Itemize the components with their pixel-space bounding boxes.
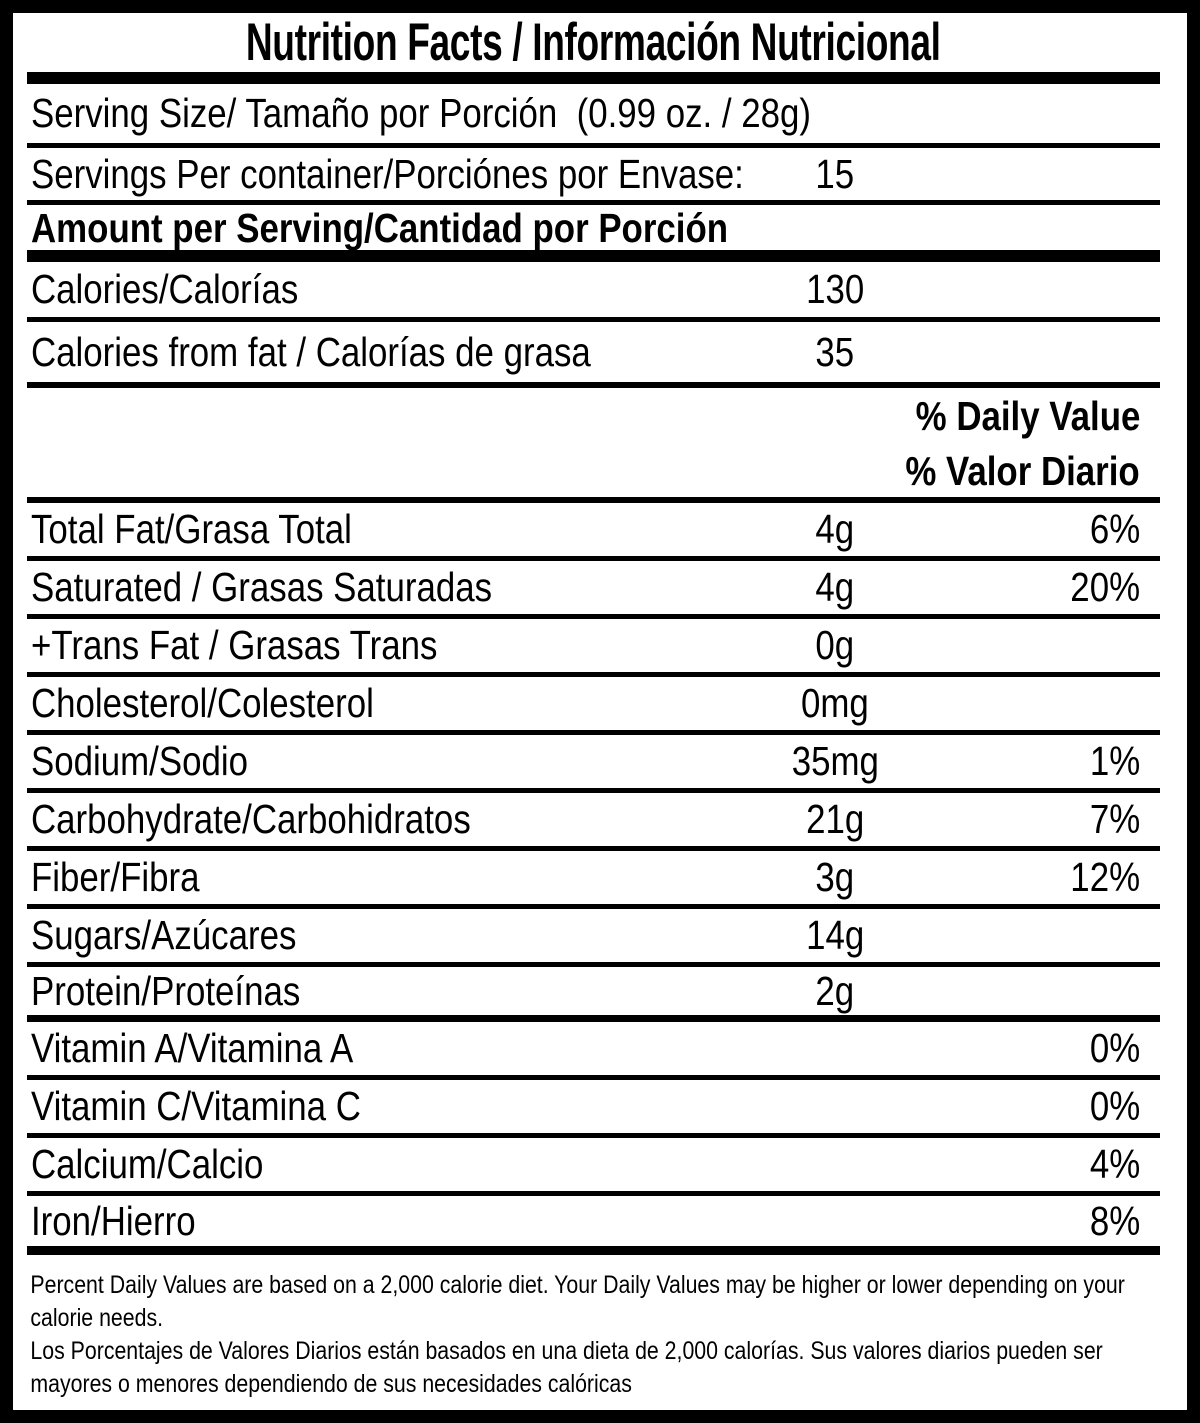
servings-per-container-label: Servings Per container/Porciónes por Env…: [31, 150, 744, 197]
nutrient-dv: 0%: [1089, 1083, 1140, 1129]
nutrient-dv: 12%: [1070, 854, 1140, 900]
nutrient-label: Calcium/Calcio: [31, 1141, 264, 1187]
nutrient-label: Cholesterol/Colesterol: [31, 680, 374, 726]
footnote-block: Percent Daily Values are based on a 2,00…: [27, 1255, 1160, 1401]
nutrient-label: Carbohydrate/Carbohidratos: [31, 796, 471, 842]
nutrient-amount: 4g: [815, 564, 855, 610]
nutrient-label: Protein/Proteínas: [31, 967, 301, 1014]
nutrient-amount: 0mg: [801, 680, 869, 726]
daily-value-header-en: % Daily Value: [915, 393, 1140, 439]
calories-from-fat-label: Calories from fat / Calorías de grasa: [31, 328, 591, 375]
row-amount-per-serving: Amount per Serving/Cantidad por Porción: [27, 205, 1160, 262]
row-vitamin-c: Vitamin C/Vitamina C 0%: [27, 1080, 1160, 1138]
nutrient-amount: 21g: [805, 796, 865, 842]
nutrient-dv: 0%: [1089, 1025, 1140, 1071]
row-total-fat: Total Fat/Grasa Total 4g 6%: [27, 503, 1160, 561]
nutrient-amount: 35mg: [791, 738, 879, 784]
row-sodium: Sodium/Sodio 35mg 1%: [27, 735, 1160, 793]
nutrient-label: Sodium/Sodio: [31, 738, 248, 784]
row-calories-from-fat: Calories from fat / Calorías de grasa 35: [27, 322, 1160, 388]
label-title-block: Nutrition Facts / Información Nutriciona…: [27, 13, 1160, 84]
servings-per-container-value: 15: [815, 150, 855, 197]
row-fiber: Fiber/Fibra 3g 12%: [27, 851, 1160, 909]
label-title: Nutrition Facts / Información Nutriciona…: [246, 13, 941, 72]
row-daily-value-header-es: % Valor Diario: [27, 445, 1160, 503]
nutrient-label: Total Fat/Grasa Total: [31, 506, 352, 552]
amount-per-serving-heading: Amount per Serving/Cantidad por Porción: [31, 205, 729, 251]
calories-from-fat-value: 35: [815, 328, 855, 375]
nutrient-amount: 3g: [815, 854, 855, 900]
row-calories: Calories/Calorías 130: [27, 262, 1160, 322]
nutrient-dv: 1%: [1089, 738, 1140, 784]
nutrient-label: Saturated / Grasas Saturadas: [31, 564, 493, 610]
nutrient-label: +Trans Fat / Grasas Trans: [31, 622, 438, 668]
daily-value-header-es: % Valor Diario: [905, 448, 1140, 494]
row-protein: Protein/Proteínas 2g: [27, 967, 1160, 1022]
nutrient-amount: 2g: [815, 967, 855, 1014]
nutrient-label: Fiber/Fibra: [31, 854, 200, 900]
nutrient-amount: 0g: [815, 622, 855, 668]
nutrient-dv: 4%: [1089, 1141, 1140, 1187]
serving-size-text: Serving Size/ Tamaño por Porción (0.99 o…: [31, 90, 812, 136]
row-calcium: Calcium/Calcio 4%: [27, 1138, 1160, 1196]
nutrient-label: Vitamin A/Vitamina A: [31, 1025, 354, 1071]
label-content: Nutrition Facts / Información Nutriciona…: [27, 13, 1160, 1401]
nutrient-label: Sugars/Azúcares: [31, 912, 297, 958]
calories-value: 130: [805, 266, 865, 312]
row-iron: Iron/Hierro 8%: [27, 1196, 1160, 1255]
nutrient-amount: 4g: [815, 506, 855, 552]
row-serving-size: Serving Size/ Tamaño por Porción (0.99 o…: [27, 84, 1160, 148]
row-daily-value-header-en: % Daily Value: [27, 388, 1160, 445]
nutrient-dv: 6%: [1089, 506, 1140, 552]
calories-label: Calories/Calorías: [31, 266, 299, 312]
nutrient-label: Vitamin C/Vitamina C: [31, 1083, 361, 1129]
nutrient-dv: 7%: [1089, 796, 1140, 842]
row-carbohydrate: Carbohydrate/Carbohidratos 21g 7%: [27, 793, 1160, 851]
footnote-english: Percent Daily Values are based on a 2,00…: [30, 1271, 1125, 1332]
nutrient-amount: 14g: [805, 912, 865, 958]
row-servings-per-container: Servings Per container/Porciónes por Env…: [27, 148, 1160, 205]
row-sugars: Sugars/Azúcares 14g: [27, 909, 1160, 967]
row-saturated-fat: Saturated / Grasas Saturadas 4g 20%: [27, 561, 1160, 619]
row-vitamin-a: Vitamin A/Vitamina A 0%: [27, 1022, 1160, 1080]
row-trans-fat: +Trans Fat / Grasas Trans 0g: [27, 619, 1160, 677]
footnote-spanish: Los Porcentajes de Valores Diarios están…: [30, 1337, 1103, 1398]
nutrient-dv: 20%: [1070, 564, 1140, 610]
row-cholesterol: Cholesterol/Colesterol 0mg: [27, 677, 1160, 735]
nutrient-dv: 8%: [1089, 1197, 1140, 1244]
nutrient-label: Iron/Hierro: [31, 1197, 196, 1244]
